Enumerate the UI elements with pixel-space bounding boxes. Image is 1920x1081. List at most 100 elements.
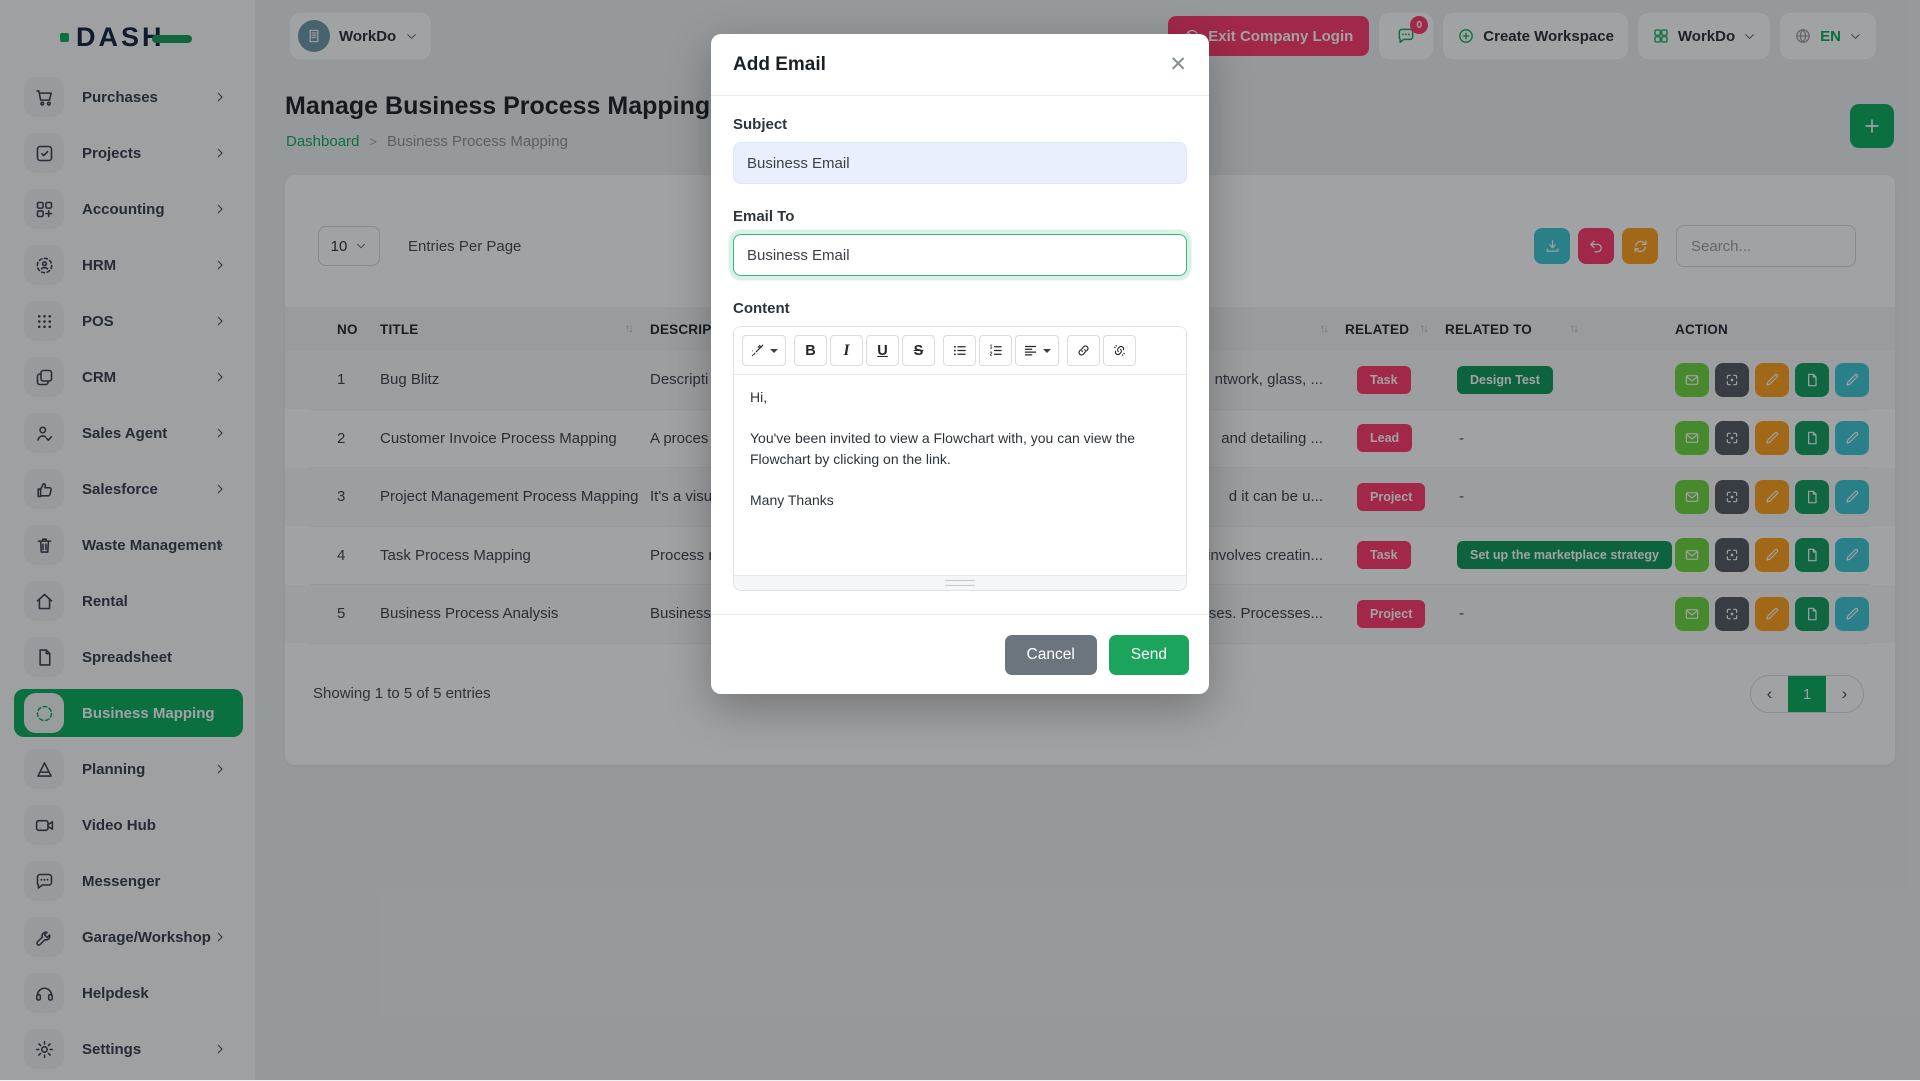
- view-flowchart-button[interactable]: [1715, 362, 1749, 397]
- pagination-page-1[interactable]: 1: [1788, 676, 1826, 712]
- send-email-button[interactable]: [1675, 596, 1709, 631]
- edit-flowchart-button[interactable]: [1835, 538, 1869, 573]
- header-title[interactable]: TITLE ↑↓: [380, 321, 634, 337]
- entries-select[interactable]: 10: [318, 226, 380, 266]
- sidebar-item-projects[interactable]: Projects: [14, 129, 243, 177]
- related-badge: Lead: [1357, 424, 1413, 453]
- sidebar-item-sales-agent[interactable]: Sales Agent: [14, 409, 243, 457]
- sidebar-item-helpdesk[interactable]: Helpdesk: [14, 969, 243, 1017]
- sidebar-item-business-mapping[interactable]: Business Mapping: [14, 689, 243, 737]
- resize-handle-icon[interactable]: [945, 580, 975, 586]
- unordered-list-button[interactable]: [943, 335, 976, 366]
- view-flowchart-button[interactable]: [1715, 596, 1749, 631]
- email-to-input[interactable]: Business Email: [733, 234, 1187, 276]
- magic-wand-icon: [750, 343, 765, 358]
- strikethrough-button[interactable]: S: [902, 335, 935, 366]
- language-dropdown[interactable]: EN: [1780, 13, 1876, 59]
- edit-flowchart-button[interactable]: [1835, 421, 1869, 456]
- chevron-right-icon: [213, 482, 227, 496]
- pagination-next[interactable]: ›: [1841, 684, 1848, 703]
- cart-icon: [24, 77, 64, 117]
- sort-icon[interactable]: ↑↓: [1419, 323, 1429, 335]
- copy-document-button[interactable]: [1795, 538, 1829, 573]
- app-switcher-dropdown[interactable]: WorkDo: [1637, 13, 1771, 59]
- send-email-button[interactable]: [1675, 479, 1709, 514]
- unlink-icon: [1112, 343, 1127, 358]
- send-button[interactable]: Send: [1108, 634, 1189, 675]
- edit-button[interactable]: [1755, 362, 1789, 397]
- header-related-to[interactable]: RELATED TO ↑↓: [1445, 321, 1579, 337]
- unlink-button[interactable]: [1103, 335, 1136, 366]
- cell-action: [1595, 362, 1870, 397]
- sort-icon[interactable]: ↑↓: [1569, 323, 1579, 335]
- pagination-prev[interactable]: ‹: [1766, 684, 1773, 703]
- copy-document-button[interactable]: [1795, 362, 1829, 397]
- sidebar-item-waste-management[interactable]: Waste Management: [14, 521, 243, 569]
- workspace-switcher[interactable]: WorkDo: [290, 13, 432, 59]
- send-email-button[interactable]: [1675, 538, 1709, 573]
- create-workspace-button[interactable]: Create Workspace: [1443, 13, 1628, 59]
- sort-icon[interactable]: ↑↓: [624, 323, 634, 335]
- related-to-empty: -: [1459, 429, 1464, 447]
- sidebar-item-purchases[interactable]: Purchases: [14, 73, 243, 121]
- view-flowchart-button[interactable]: [1715, 421, 1749, 456]
- sidebar-item-rental[interactable]: Rental: [14, 577, 243, 625]
- export-button[interactable]: [1534, 228, 1570, 264]
- header-related[interactable]: RELATED ↑↓: [1345, 321, 1429, 337]
- sidebar-item-pos[interactable]: POS: [14, 297, 243, 345]
- edit-button[interactable]: [1755, 421, 1789, 456]
- sidebar-item-messenger[interactable]: Messenger: [14, 857, 243, 905]
- underline-button[interactable]: U: [866, 335, 899, 366]
- edit-flowchart-button[interactable]: [1835, 596, 1869, 631]
- chevron-right-icon: [213, 370, 227, 384]
- style-dropdown-button[interactable]: [742, 335, 786, 366]
- view-flowchart-button[interactable]: [1715, 479, 1749, 514]
- close-icon[interactable]: ✕: [1169, 53, 1187, 76]
- triangle-icon: [24, 749, 64, 789]
- sort-icon[interactable]: ↑↓: [1319, 323, 1329, 335]
- edit-button[interactable]: [1755, 538, 1789, 573]
- breadcrumb-dashboard-link[interactable]: Dashboard: [286, 133, 360, 150]
- sidebar-item-garage-workshop[interactable]: Garage/Workshop: [14, 913, 243, 961]
- sidebar-item-hrm[interactable]: HRM: [14, 241, 243, 289]
- sidebar-item-planning[interactable]: Planning: [14, 745, 243, 793]
- send-email-button[interactable]: [1675, 421, 1709, 456]
- page-title: Manage Business Process Mapping: [285, 92, 711, 120]
- subject-input[interactable]: Business Email: [733, 142, 1187, 184]
- undo-button[interactable]: [1578, 228, 1614, 264]
- cell-title: Bug Blitz: [380, 371, 440, 389]
- add-record-button[interactable]: [1850, 104, 1894, 148]
- dash-logo[interactable]: DASH: [60, 22, 192, 53]
- sidebar-item-salesforce[interactable]: Salesforce: [14, 465, 243, 513]
- italic-button[interactable]: I: [830, 335, 863, 366]
- bold-button[interactable]: B: [794, 335, 827, 366]
- edit-button[interactable]: [1755, 596, 1789, 631]
- pencil-icon: [1764, 606, 1780, 622]
- edit-flowchart-button[interactable]: [1835, 362, 1869, 397]
- modal-header: Add Email ✕: [711, 34, 1209, 96]
- pencil-icon: [1764, 547, 1780, 563]
- search-input[interactable]: [1676, 225, 1856, 267]
- sidebar-item-crm[interactable]: CRM: [14, 353, 243, 401]
- view-flowchart-button[interactable]: [1715, 538, 1749, 573]
- refresh-button[interactable]: [1622, 228, 1658, 264]
- send-email-button[interactable]: [1675, 362, 1709, 397]
- paragraph-align-button[interactable]: [1015, 335, 1059, 366]
- copy-document-button[interactable]: [1795, 596, 1829, 631]
- email-content-editor[interactable]: Hi, You've been invited to view a Flowch…: [734, 375, 1186, 575]
- insert-link-button[interactable]: [1067, 335, 1100, 366]
- sidebar-item-accounting[interactable]: Accounting: [14, 185, 243, 233]
- table-row: 4 Task Process Mapping Process r involve…: [310, 527, 1870, 585]
- copy-document-button[interactable]: [1795, 421, 1829, 456]
- copy-document-button[interactable]: [1795, 479, 1829, 514]
- sidebar-item-settings[interactable]: Settings: [14, 1025, 243, 1073]
- cancel-button[interactable]: Cancel: [1004, 634, 1097, 675]
- edit-flowchart-button[interactable]: [1835, 479, 1869, 514]
- edit-button[interactable]: [1755, 479, 1789, 514]
- sidebar-item-spreadsheet[interactable]: Spreadsheet: [14, 633, 243, 681]
- cell-description: It's a visu d it can be u...: [650, 488, 1323, 506]
- sidebar-item-video-hub[interactable]: Video Hub: [14, 801, 243, 849]
- messages-button[interactable]: 0: [1379, 13, 1434, 59]
